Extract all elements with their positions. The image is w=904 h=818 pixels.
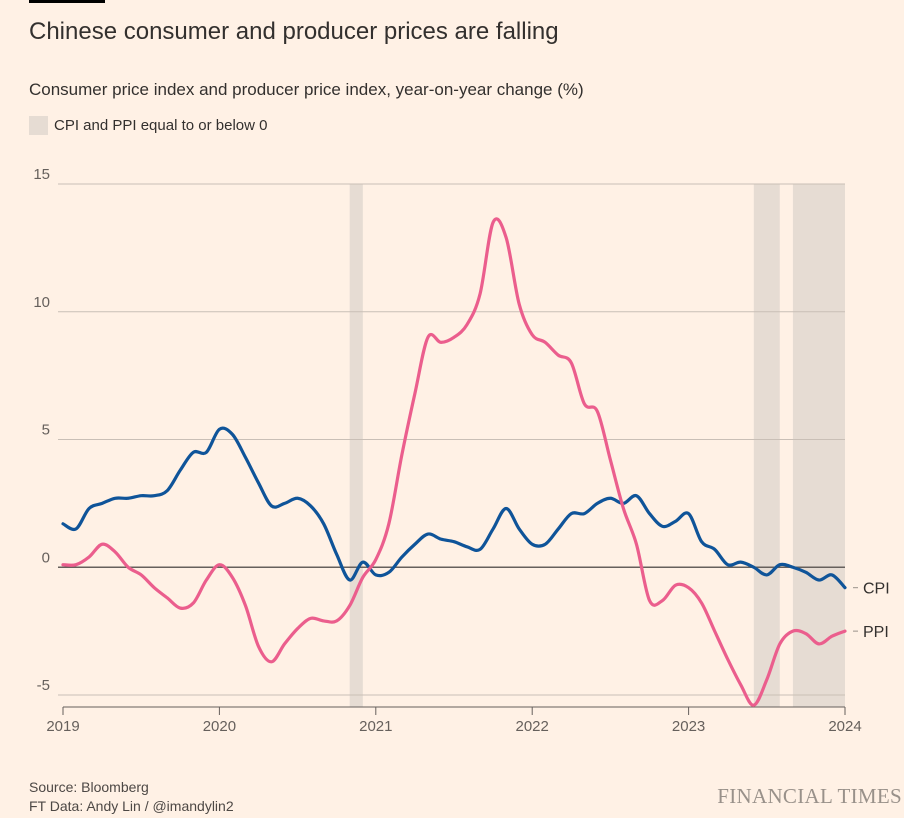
- y-tick-label: 5: [42, 422, 50, 439]
- credit-note: FT Data: Andy Lin / @imandylin2: [29, 798, 234, 814]
- legend: CPI and PPI equal to or below 0: [29, 116, 267, 135]
- y-tick-label: -5: [37, 677, 50, 694]
- ppi-line: [61, 217, 847, 707]
- x-tick-label: 2020: [203, 718, 236, 735]
- legend-swatch-shade: [29, 116, 48, 135]
- x-tick-label: 2023: [672, 718, 705, 735]
- cpi-line: [61, 426, 847, 590]
- y-tick-label: 10: [33, 294, 50, 311]
- chart-title: Chinese consumer and producer prices are…: [29, 18, 559, 45]
- x-tick-label: 2021: [359, 718, 392, 735]
- cpi-series-label: CPI: [863, 581, 890, 598]
- shaded-period: [753, 184, 780, 707]
- ft-top-bar: [29, 0, 105, 3]
- chart-subtitle: Consumer price index and producer price …: [29, 80, 584, 99]
- x-tick-label: 2022: [516, 718, 549, 735]
- legend-label: CPI and PPI equal to or below 0: [54, 117, 268, 134]
- shaded-period: [349, 184, 363, 707]
- line-chart: 15 10 5 0 -5 2019 2020 2021 2022 2023 2024 CPI PPI: [33, 166, 890, 735]
- ppi-series-label: PPI: [863, 624, 889, 641]
- x-tick-label: 2024: [828, 718, 861, 735]
- ft-logo: FINANCIAL TIMES: [717, 784, 902, 808]
- x-tick-label: 2019: [46, 718, 79, 735]
- y-tick-label: 15: [33, 166, 50, 183]
- shaded-period: [792, 184, 845, 707]
- source-note: Source: Bloomberg: [29, 779, 149, 795]
- y-tick-label: 0: [42, 549, 50, 566]
